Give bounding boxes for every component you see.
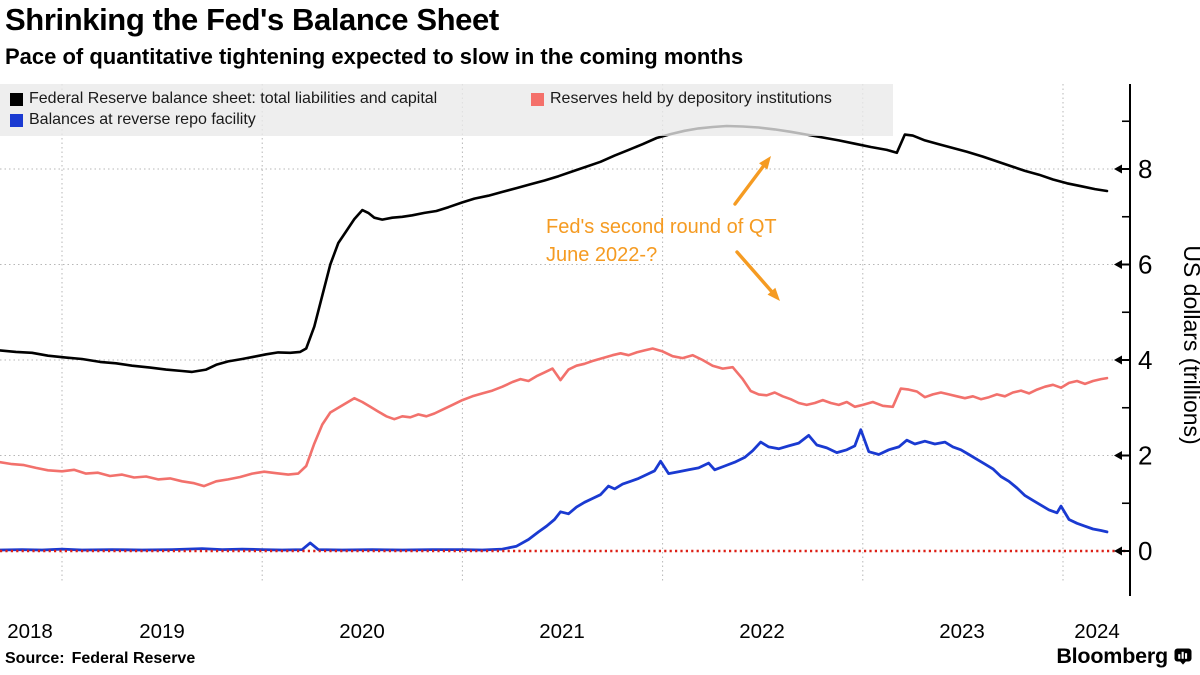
legend-item-reverse-repo: Balances at reverse repo facility <box>10 111 256 129</box>
y-tick-arrow-icon <box>1114 260 1122 269</box>
legend-label: Federal Reserve balance sheet: total lia… <box>29 90 438 107</box>
legend-label: Balances at reverse repo facility <box>29 111 256 128</box>
source-label: Source: <box>5 650 65 667</box>
bloomberg-chart-pin-icon <box>1174 648 1192 665</box>
y-tick-label: 0 <box>1138 536 1152 566</box>
x-tick-label: 2024 <box>1074 620 1120 643</box>
legend-item-reserves: Reserves held by depository institutions <box>531 90 832 108</box>
source-note: Source: Federal Reserve <box>5 650 195 668</box>
annotation-arrowhead-icon <box>759 156 771 170</box>
series-line-1 <box>0 347 1109 488</box>
y-tick-arrow-icon <box>1114 355 1122 365</box>
legend-swatch-red-icon <box>531 92 544 106</box>
series-line-2 <box>0 428 1109 552</box>
legend-item-balance-sheet: Federal Reserve balance sheet: total lia… <box>10 90 437 108</box>
series-line-0 <box>0 124 1109 374</box>
x-tick-label: 2020 <box>339 620 385 643</box>
y-tick-label: 6 <box>1138 250 1152 280</box>
y-axis-title: US dollars (trillions) <box>1179 245 1200 444</box>
chart-legend: Federal Reserve balance sheet: total lia… <box>0 84 893 136</box>
y-tick-arrow-icon <box>1114 164 1122 174</box>
x-tick-label: 2022 <box>739 620 785 643</box>
annotation-arrow-shaft <box>735 250 776 296</box>
legend-swatch-blue-icon <box>10 113 23 127</box>
bloomberg-wordmark: Bloomberg <box>1056 644 1168 668</box>
annotation-arrowhead-icon <box>767 287 780 301</box>
source-value: Federal Reserve <box>71 650 196 667</box>
y-tick-arrow-icon <box>1114 451 1122 460</box>
legend-label: Reserves held by depository institutions <box>550 90 832 107</box>
qt-annotation: Fed's second round of QT June 2022-? <box>546 213 777 269</box>
y-tick-label: 8 <box>1138 154 1152 184</box>
x-tick-label: 2018 <box>7 620 53 643</box>
x-tick-label: 2023 <box>939 620 985 643</box>
y-tick-label: 4 <box>1138 345 1152 375</box>
bloomberg-branding: Bloomberg <box>1056 644 1192 669</box>
qt-annotation-line2: June 2022-? <box>546 244 658 266</box>
annotation-arrow-shaft <box>733 162 767 206</box>
page-title: Shrinking the Fed's Balance Sheet <box>5 2 499 37</box>
qt-annotation-line1: Fed's second round of QT <box>546 216 777 238</box>
y-tick-label: 2 <box>1138 441 1152 471</box>
y-tick-arrow-icon <box>1114 546 1122 556</box>
legend-swatch-black-icon <box>10 92 23 106</box>
x-tick-label: 2021 <box>539 620 585 643</box>
page-subtitle: Pace of quantitative tightening expected… <box>5 44 744 69</box>
x-tick-label: 2019 <box>139 620 185 643</box>
